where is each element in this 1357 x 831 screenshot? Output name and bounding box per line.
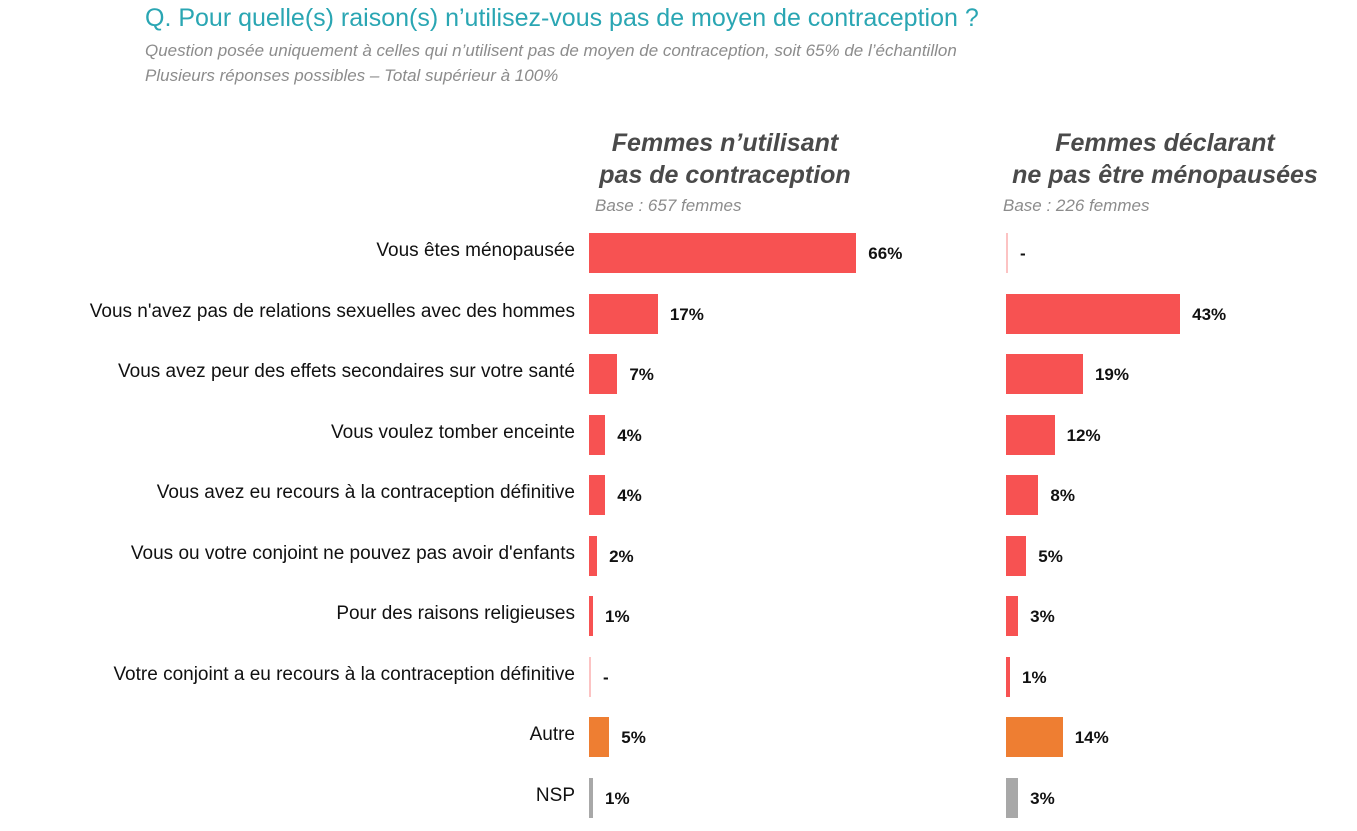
bar-series-2	[1006, 777, 1019, 818]
data-label-series-2: 3%	[1030, 607, 1055, 626]
category-label: Pour des raisons religieuses	[336, 603, 575, 624]
category-label: Votre conjoint a eu recours à la contrac…	[113, 663, 575, 685]
subtitle-line-2: Plusieurs réponses possibles – Total sup…	[145, 66, 559, 85]
data-label-series-2: 19%	[1094, 365, 1129, 384]
data-label-series-2: -	[1020, 244, 1026, 263]
series-2-base: Base : 226 femmes	[1003, 196, 1150, 215]
bar-series-2	[1006, 475, 1039, 515]
bar-series-1	[589, 596, 594, 636]
data-label-series-2: 14%	[1074, 728, 1109, 747]
bar-series-1	[589, 354, 618, 394]
bar-series-2	[1006, 596, 1019, 636]
data-label-series-2: 1%	[1022, 667, 1047, 687]
category-label: Vous ou votre conjoint ne pouvez pas avo…	[130, 542, 575, 564]
category-label: Vous avez peur des effets secondaires su…	[118, 361, 575, 382]
category-label: Vous voulez tomber enceinte	[331, 421, 575, 443]
bar-series-1	[589, 535, 598, 576]
category-label: NSP	[535, 784, 575, 806]
data-label-series-2: 3%	[1030, 788, 1055, 808]
series-1-base: Base : 657 femmes	[595, 196, 742, 215]
data-label-series-2: 8%	[1050, 486, 1075, 505]
data-label-series-1: 1%	[605, 788, 630, 808]
bar-series-1	[589, 293, 658, 334]
bar-series-2	[1006, 354, 1083, 394]
data-label-series-1: 5%	[621, 728, 646, 747]
data-label-series-2: 43%	[1192, 304, 1227, 324]
series-2-title: Femmes déclarant ne pas être ménopausées	[990, 127, 1340, 191]
bar-series-1	[589, 656, 591, 697]
series-2-title-line-1: Femmes déclarant	[1055, 129, 1275, 157]
bar-series-1	[589, 475, 606, 515]
category-label: Vous n'avez pas de relations sexuelles a…	[89, 300, 575, 322]
bar-series-1	[589, 717, 610, 757]
series-1-title: Femmes n’utilisant pas de contraception	[575, 127, 875, 191]
data-label-series-1: 66%	[868, 244, 903, 263]
data-label-series-1: 2%	[609, 546, 634, 566]
bar-series-2	[1006, 535, 1027, 576]
bar-series-2	[1006, 293, 1181, 334]
data-label-series-1: -	[603, 667, 609, 687]
data-label-series-2: 5%	[1038, 546, 1063, 566]
category-label: Vous êtes ménopausée	[376, 240, 575, 261]
chart-title: Q. Pour quelle(s) raison(s) n’utilisez-v…	[145, 4, 979, 32]
bar-series-2	[1006, 414, 1055, 455]
bar-series-1	[589, 414, 606, 455]
series-2-title-line-2: ne pas être ménopausées	[1012, 161, 1318, 189]
data-label-series-1: 1%	[605, 607, 630, 626]
data-label-series-1: 4%	[617, 425, 642, 445]
bar-series-2	[1006, 656, 1011, 697]
subtitle-line-1: Question posée uniquement à celles qui n…	[145, 41, 957, 60]
series-1-title-line-2: pas de contraception	[599, 161, 851, 189]
bar-series-2	[1006, 717, 1063, 757]
data-label-series-1: 17%	[669, 304, 704, 324]
data-label-series-2: 12%	[1066, 425, 1101, 445]
data-label-series-1: 7%	[629, 365, 654, 384]
series-1-title-line-1: Femmes n’utilisant	[611, 129, 839, 157]
data-label-series-1: 4%	[617, 486, 642, 505]
bar-series-2	[1006, 233, 1008, 273]
bar-series-1	[589, 233, 857, 273]
bar-series-1	[589, 777, 594, 818]
category-label: Autre	[529, 724, 575, 745]
category-label: Vous avez eu recours à la contraception …	[156, 482, 575, 503]
